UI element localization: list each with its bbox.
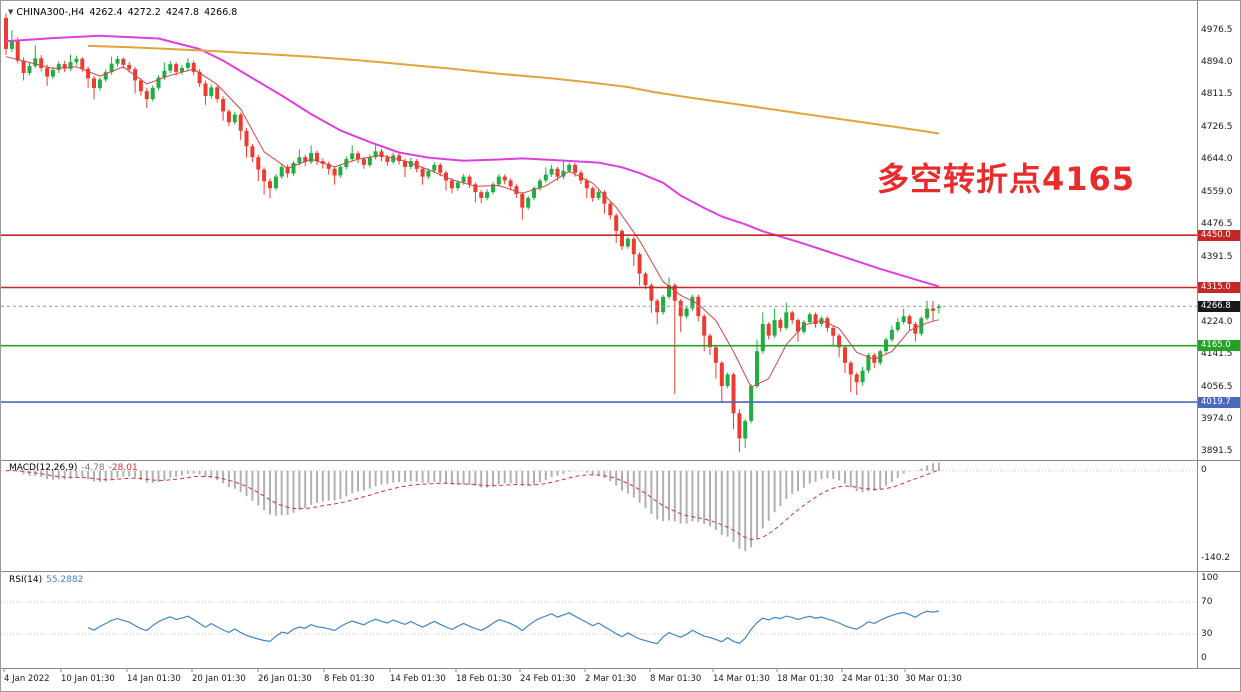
price-scale-label: 4141.5: [1201, 349, 1233, 360]
time-axis-label: 20 Jan 01:30: [192, 674, 246, 684]
macd-panel: [1, 462, 1197, 552]
price-scale-label: 4056.5: [1201, 382, 1233, 393]
price-scale-label: 4811.5: [1201, 89, 1233, 100]
price-scale-label: 4224.0: [1201, 317, 1233, 328]
macd-scale-label: 0: [1201, 465, 1207, 476]
price-scale-label: 4976.5: [1201, 25, 1233, 36]
macd-name: MACD(12,26,9): [9, 463, 78, 473]
macd-scale-label: -140.2: [1201, 553, 1231, 564]
price-scale-label: 3891.5: [1201, 446, 1233, 457]
time-axis-label: 14 Jan 01:30: [127, 674, 181, 684]
price-scale-label: 4726.5: [1201, 122, 1233, 133]
price-scale-label: 4391.5: [1201, 252, 1233, 263]
candles-layer: [4, 13, 941, 452]
time-axis-label: 24 Mar 01:30: [842, 674, 899, 684]
time-axis-label: 24 Feb 01:30: [520, 674, 576, 684]
time-axis-label: 4 Jan 2022: [4, 674, 50, 684]
rsi-scale-label: 30: [1201, 628, 1213, 639]
ohlc-open: 4262.4: [89, 7, 123, 18]
price-scale-axis[interactable]: [1197, 1, 1240, 669]
time-axis-label: 14 Feb 01:30: [390, 674, 446, 684]
rsi-value: 55.2882: [46, 575, 84, 585]
time-axis-label: 26 Jan 01:30: [258, 674, 312, 684]
rsi-scale-label: 70: [1201, 596, 1213, 607]
macd-signal-line: [5, 469, 940, 540]
annotation-text[interactable]: 多空转折点4165: [877, 160, 1136, 198]
price-scale-label: 4559.0: [1201, 187, 1233, 198]
time-axis-label: 8 Mar 01:30: [650, 674, 702, 684]
symbol-period: CHINA300-,H4: [16, 7, 85, 18]
time-axis-label: 18 Feb 01:30: [456, 674, 512, 684]
ma-fast-red-line[interactable]: [5, 56, 940, 388]
rsi-line: [87, 610, 940, 645]
price-tag-4315.0: 4315.0: [1198, 282, 1240, 294]
time-axis-label: 14 Mar 01:30: [713, 674, 770, 684]
rsi-name: RSI(14): [9, 575, 43, 585]
macd-signal-value: -28.01: [108, 463, 138, 473]
symbol-dropdown-icon[interactable]: ▼: [8, 8, 14, 16]
time-axis-label: 30 Mar 01:30: [905, 674, 962, 684]
price-scale-label: 4476.5: [1201, 219, 1233, 230]
ohlc-close: 4266.8: [204, 7, 238, 18]
ma-slow-orange-line[interactable]: [88, 44, 940, 135]
price-tag-4019.7: 4019.7: [1198, 396, 1240, 408]
rsi-panel: [1, 601, 1197, 645]
price-tag-4450.0: 4450.0: [1198, 229, 1240, 241]
price-scale-label: 4644.0: [1201, 154, 1233, 165]
time-axis-label: 2 Mar 01:30: [585, 674, 637, 684]
ohlc-low: 4247.8: [165, 7, 200, 18]
price-scale-label: 3974.0: [1201, 414, 1233, 425]
rsi-indicator-label: RSI(14) 55.2882: [9, 575, 87, 585]
ohlc-high: 4272.2: [127, 7, 161, 18]
current-price-tag: 4266.8: [1198, 300, 1240, 312]
price-tag-4165.0: 4165.0: [1198, 340, 1240, 352]
price-scale-label: 4894.0: [1201, 57, 1233, 68]
rsi-scale-label: 0: [1201, 652, 1207, 663]
time-axis-label: 10 Jan 01:30: [61, 674, 115, 684]
macd-indicator-label: MACD(12,26,9) -4.78 -28.01: [9, 463, 142, 473]
time-axis-label: 18 Mar 01:30: [777, 674, 834, 684]
rsi-scale-label: 100: [1201, 572, 1219, 583]
symbol-ohlc-header: ▼ CHINA300-,H4 4262.4 4272.2 4247.8 4266.8: [8, 7, 242, 18]
macd-main-value: -4.78: [81, 463, 105, 473]
ma-mid-magenta-line[interactable]: [5, 34, 940, 288]
time-axis-label: 8 Feb 01:30: [324, 674, 375, 684]
